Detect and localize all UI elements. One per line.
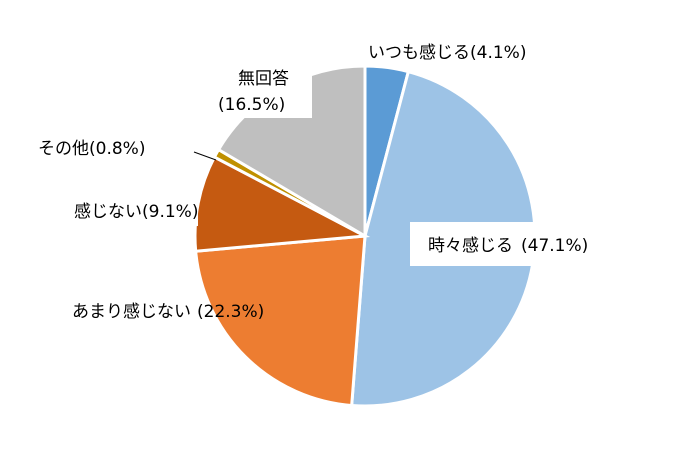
label-bg-sometimes	[410, 222, 610, 266]
label-never: 感じない(9.1%)	[74, 202, 198, 222]
label-bg-no-answer	[212, 64, 312, 118]
label-rarely: あまり感じない (22.3%)	[72, 302, 264, 322]
label-always: いつも感じる(4.1%)	[368, 43, 526, 63]
label-bg-never	[70, 196, 198, 226]
slice-rarely	[194, 234, 367, 408]
label-other: その他(0.8%)	[38, 139, 145, 159]
label-sometimes: 時々感じる (47.1%)	[428, 236, 588, 256]
label-no-answer-name: 無回答	[238, 69, 289, 89]
leader-line-other	[193, 151, 217, 161]
label-no-answer-pct: (16.5%)	[218, 95, 285, 115]
